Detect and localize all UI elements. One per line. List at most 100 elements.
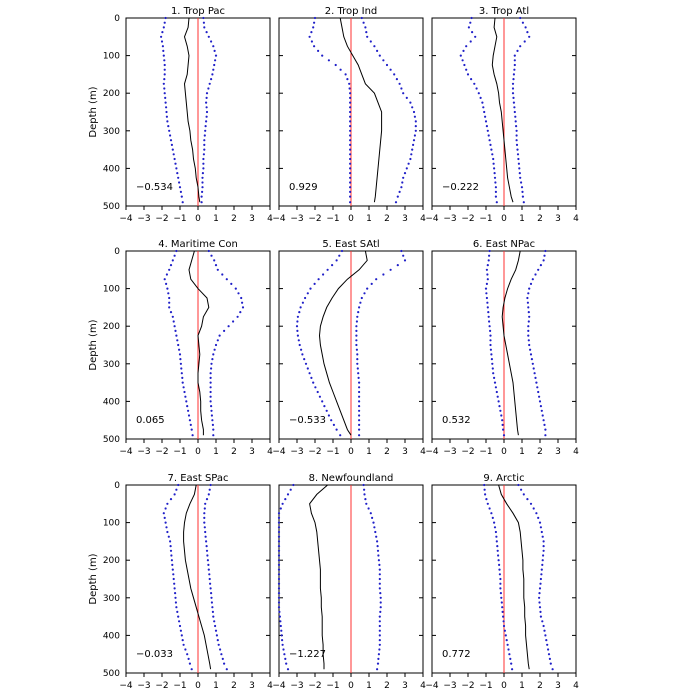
panel-4-x-tick-label: 3 [249,447,255,457]
panel-3-lower-bound-point [494,181,497,184]
panel-4-x-tick-label: −2 [155,447,168,457]
panel-3-upper-bound-point [518,172,521,175]
panel-6-lower-bound-point [493,381,497,384]
panel-6-x-tick-label: −3 [443,447,456,457]
panel-5-lower-bound-point [297,339,300,342]
panel-3-lower-bound-point [493,167,496,170]
panel-5-upper-bound-point [356,353,359,356]
panel-8-lower-bound-point [277,512,281,515]
panel-2-lower-bound-point [349,181,352,184]
panel-3-mean-line [491,17,514,203]
panel-4-lower-bound-point [168,301,171,304]
panel-3-upper-bound-point [516,49,519,53]
panel-5-upper-bound-point [358,409,361,412]
panel-4-upper-bound-point [213,348,216,351]
panel-7-y-tick-label: 100 [103,519,120,529]
panel-6-lower-bound-point [487,315,490,318]
panel-5-upper-bound-point [359,301,362,304]
panel-7-lower-bound-point [172,577,175,581]
panel-5-lower-bound-point [322,273,325,276]
panel-4-x-tick-label: −4 [119,447,133,457]
panel-9-upper-bound-point [538,601,541,604]
panel-1-lower-bound-point [178,186,182,189]
panel-8-lower-bound-point [279,624,282,628]
panel-7-lower-bound-point [178,620,181,623]
panel-8-lower-bound-point [286,493,290,496]
panel-1-upper-bound-point [207,87,210,90]
panel-4-lower-bound-point [172,320,175,323]
panel-3-lower-bound-point [494,195,497,198]
panel-1-lower-bound-point [160,40,164,43]
panel-5-x-tick-label: 0 [348,447,354,457]
panel-5-x-tick-label: 1 [366,447,372,457]
panel-1-y-tick-label: 500 [103,202,120,212]
panel-8-x-tick-label: −2 [308,681,321,691]
panel-9-upper-bound-point [544,634,547,637]
panel-9-lower-bound-point [500,596,503,599]
panel-9-x-tick-label: 2 [537,681,543,691]
panel-3-upper-bound-point [520,181,523,184]
panel-3-upper-bound-point [524,26,527,29]
panel-6-lower-bound-point [500,414,503,417]
panel-5-lower-bound-point [298,343,301,347]
panel-4-lower-bound-point [185,400,188,403]
panel-9-lower-bound-point [497,559,500,562]
panel-2-upper-bound-point [402,92,405,95]
panel-5-upper-bound-point [356,362,359,365]
panel-1-upper-bound-point [201,181,204,184]
panel-3-upper-bound-point [512,73,516,76]
panel-3-upper-bound-point [513,59,516,62]
panel-5-upper-bound-point [360,296,363,300]
panel-9-lower-bound-point [498,563,501,567]
panel-6-lower-bound-point [495,390,498,394]
panel-8-x-tick-label: 1 [366,681,372,691]
panel-3-upper-bound-point [520,186,524,189]
panel-6-upper-bound-point [527,320,530,323]
panel-3-lower-bound-point [495,201,498,204]
panel-7-lower-bound-point [184,648,187,651]
panel-8-lower-bound-point [284,657,287,661]
panel-9-x-tick-label: −1 [479,681,492,691]
panel-4-lower-bound-point [181,381,184,384]
panel-4-x-tick-label: −1 [173,447,186,457]
panel-7-upper-bound-point [225,668,228,671]
panel-2-x-tick-label: 4 [420,214,426,224]
panel-2-upper-bound-point [402,176,405,179]
panel-3-x-tick-label: 3 [555,214,561,224]
panel-7-x-tick-label: 0 [195,681,201,691]
panel-6-upper-bound-point [538,400,542,403]
panel-8-x-tick-label: 2 [384,681,390,691]
panel-9-lower-bound-point [497,554,500,557]
panel-1-x-tick-label: 4 [267,214,273,224]
panel-2-lower-bound-point [348,87,351,90]
panel-7-lower-bound-point [169,545,172,548]
panel-1-upper-bound-point [205,110,209,114]
panel-2-upper-bound-point [365,30,368,34]
panel-5-lower-bound-point [298,311,301,314]
panel-4-lower-bound-point [184,395,187,398]
panel-6-x-tick-label: −1 [479,447,492,457]
panel-5-lower-bound-point [321,400,324,403]
panel-4-upper-bound-point [214,343,218,347]
panel-3-lower-bound-point [486,129,489,132]
panel-1-lower-bound-point [163,87,166,90]
panel-9-upper-bound-point [538,521,542,524]
panel-9-upper-bound-point [539,610,542,614]
panel-9-lower-bound-point [504,634,507,637]
panel-4-lower-bound-point [191,434,194,437]
panel-1-lower-bound-point [167,125,170,128]
panel-5-lower-bound-point [325,409,328,412]
panel-1-x-tick-label: 1 [213,214,219,224]
panel-2-upper-bound-point [412,143,415,146]
panel-1-lower-bound-point [171,148,174,151]
panel-1-x-tick-label: −1 [173,214,186,224]
panel-4-lower-bound-point [177,343,180,347]
panel-4-upper-bound-point [207,249,210,253]
panel-7-y-axis-label: Depth (m) [88,553,99,604]
panel-5-lower-bound-point [306,367,309,370]
panel-3-lower-bound-point [483,110,486,114]
panel-2-upper-bound-point [405,167,408,170]
panel-2-upper-bound-point [400,186,403,189]
panel-8-upper-bound-point [371,516,374,520]
